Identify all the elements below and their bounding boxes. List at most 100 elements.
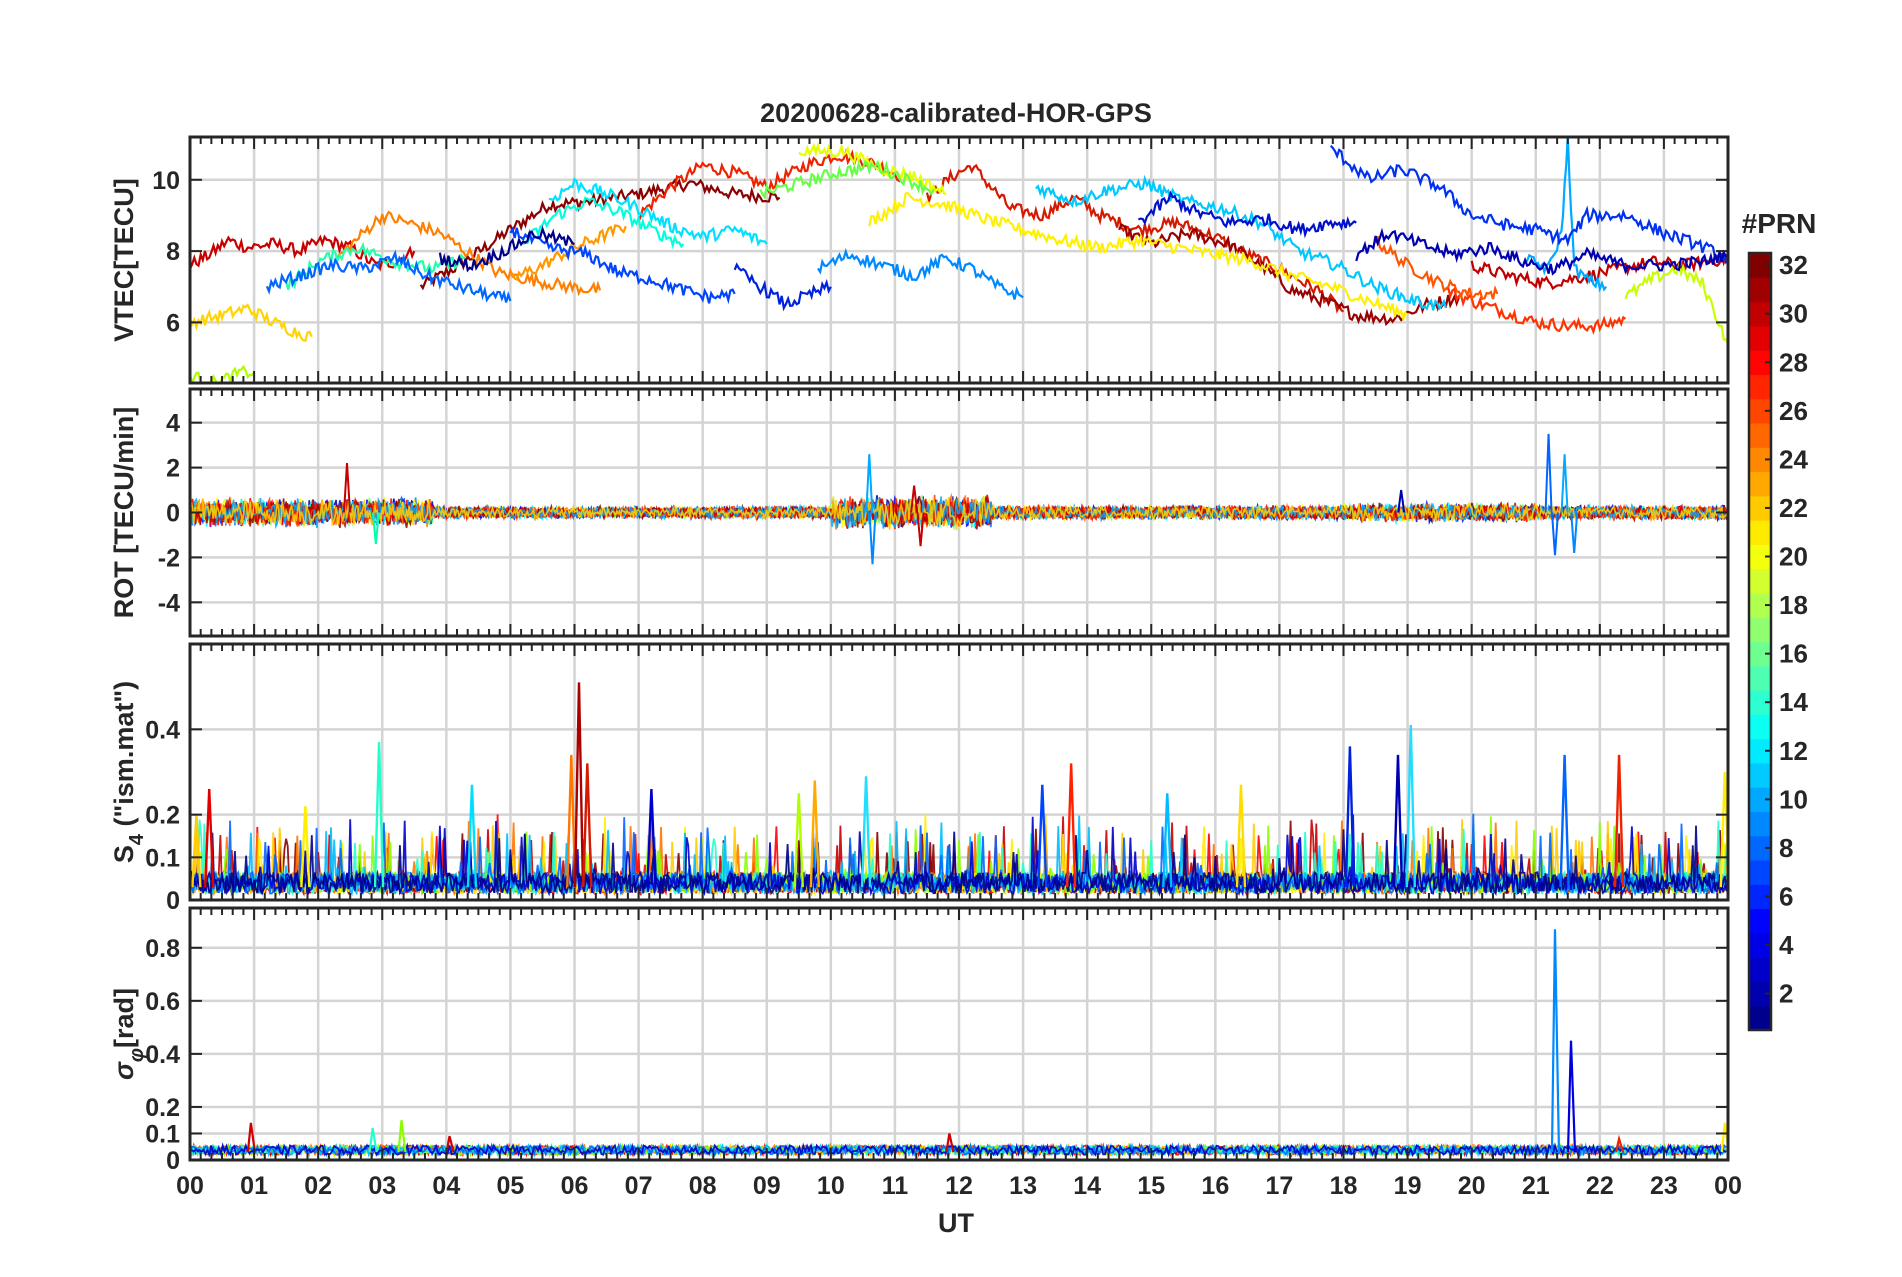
x-tick-label: 02 [304,1172,332,1200]
s4-spike [1065,763,1077,888]
vtec-series-line [925,163,1345,314]
y-tick-label: 0.6 [145,988,180,1016]
x-tick-label: 23 [1650,1172,1678,1200]
x-tick-label: 18 [1330,1172,1358,1200]
x-tick-label: 06 [561,1172,589,1200]
y-axis-label: σφ[rad] [109,988,148,1080]
colorbar-band [1749,398,1771,424]
colorbar-band [1749,568,1771,594]
sigma-spike [1550,929,1561,1153]
x-tick-label: 22 [1586,1172,1614,1200]
x-tick-label: 01 [240,1172,268,1200]
y-tick-label: -2 [158,544,180,572]
colorbar-band [1749,447,1771,473]
vtec-series-line [1329,145,1728,265]
x-tick-label: 13 [1009,1172,1037,1200]
vtec-series-line [190,303,313,343]
rot-spike [1397,489,1406,513]
vtec-series-line [265,249,512,303]
s4-spike [1613,754,1625,888]
x-tick-label: 20 [1458,1172,1486,1200]
x-tick-label: 17 [1266,1172,1294,1200]
sigma-spike [397,1120,407,1153]
vtec-series-line [759,159,935,200]
s4-spike [860,776,872,888]
vtec-series-line [1374,235,1499,301]
colorbar-band [1749,253,1771,278]
s4-spike [582,763,593,888]
chart-title: 20200628-calibrated-HOR-GPS [760,98,1152,128]
x-tick-label: 03 [368,1172,396,1200]
colorbar-band [1749,325,1771,351]
s4-spike [1162,793,1173,888]
colorbar-band [1749,641,1771,667]
y-axis-label: S4 ("ism.mat") [109,681,148,863]
s4-spike [1344,746,1356,888]
rot-spike [865,454,874,513]
s4-spike [1392,754,1404,888]
y-tick-label: 0.4 [145,716,180,744]
colorbar-tick-label: 12 [1779,736,1808,766]
colorbar-band [1749,908,1771,934]
plot-area-vtec [190,137,1728,383]
colorbar-band [1749,277,1771,303]
rot-spike [910,485,919,513]
x-tick-label: 08 [689,1172,717,1200]
vtec-series-line [1470,253,1728,291]
x-tick-label: 11 [882,1172,909,1200]
colorbar-frame [1747,251,1773,1032]
y-tick-label: 0.2 [145,802,180,830]
colorbar-band [1749,544,1771,570]
colorbar-tick-label: 24 [1779,444,1808,474]
vtec-series-line [1355,227,1728,276]
colorbar-band [1749,762,1771,788]
colorbar-band [1749,860,1771,885]
colorbar-band [1749,520,1771,545]
vtec-series-line [438,225,575,273]
x-tick-label: 19 [1394,1172,1422,1200]
vtec-series-line [817,247,1024,300]
x-tick-label: 21 [1522,1172,1550,1200]
colorbar-tick-label: 26 [1779,396,1808,426]
panel-sigma_phi: 00.10.2 0.4 0.6 0.8 σφ[rad] [109,906,1730,1175]
x-tick-label: 07 [625,1172,653,1200]
colorbar-band [1749,374,1771,400]
colorbar-tick-label: 4 [1779,930,1794,960]
x-axis: 00 01 02 03 04 05 06 07 08 09 10 11 12 13 14 15 16 17 18 19… [176,1172,1742,1200]
colorbar-band [1749,738,1771,764]
sigma-spike [246,1122,256,1153]
colorbar-tick-label: 2 [1779,979,1793,1009]
vtec-series-line [336,210,602,297]
rot-spike [1570,512,1579,553]
vtec-series-line [1522,137,1608,293]
y-tick-label: 0 [166,1147,180,1175]
colorbar-tick-label: 8 [1779,833,1793,863]
rot-spike [868,512,877,565]
vtec-series-line [1138,190,1357,239]
colorbar-band [1749,957,1771,983]
rot-series-line [190,496,1728,531]
colorbar-band [1749,422,1771,448]
colorbar-tick-label: 28 [1779,347,1808,377]
colorbar-band [1749,665,1771,691]
rot-spike [343,463,352,513]
y-tick-label: 0.4 [145,1041,180,1069]
s4-spike [1405,725,1416,888]
colorbar-band [1749,787,1771,813]
x-axis-label: UT [938,1208,974,1238]
vtec-series-line [868,191,1409,323]
y-tick-label: 0.8 [145,935,180,963]
colorbar-band [1749,690,1771,715]
sigma-spike [368,1127,378,1153]
rot-spike [1544,433,1553,513]
vtec-series-line [548,176,768,247]
colorbar-tick-label: 22 [1779,493,1808,523]
y-tick-label: 0.1 [145,844,180,872]
vtec-series-line [419,178,781,291]
y-tick-label: 2 [166,455,180,483]
y-tick-label: 8 [166,238,180,266]
vtec-series-line [190,234,416,273]
y-tick-label: 0 [166,887,180,915]
